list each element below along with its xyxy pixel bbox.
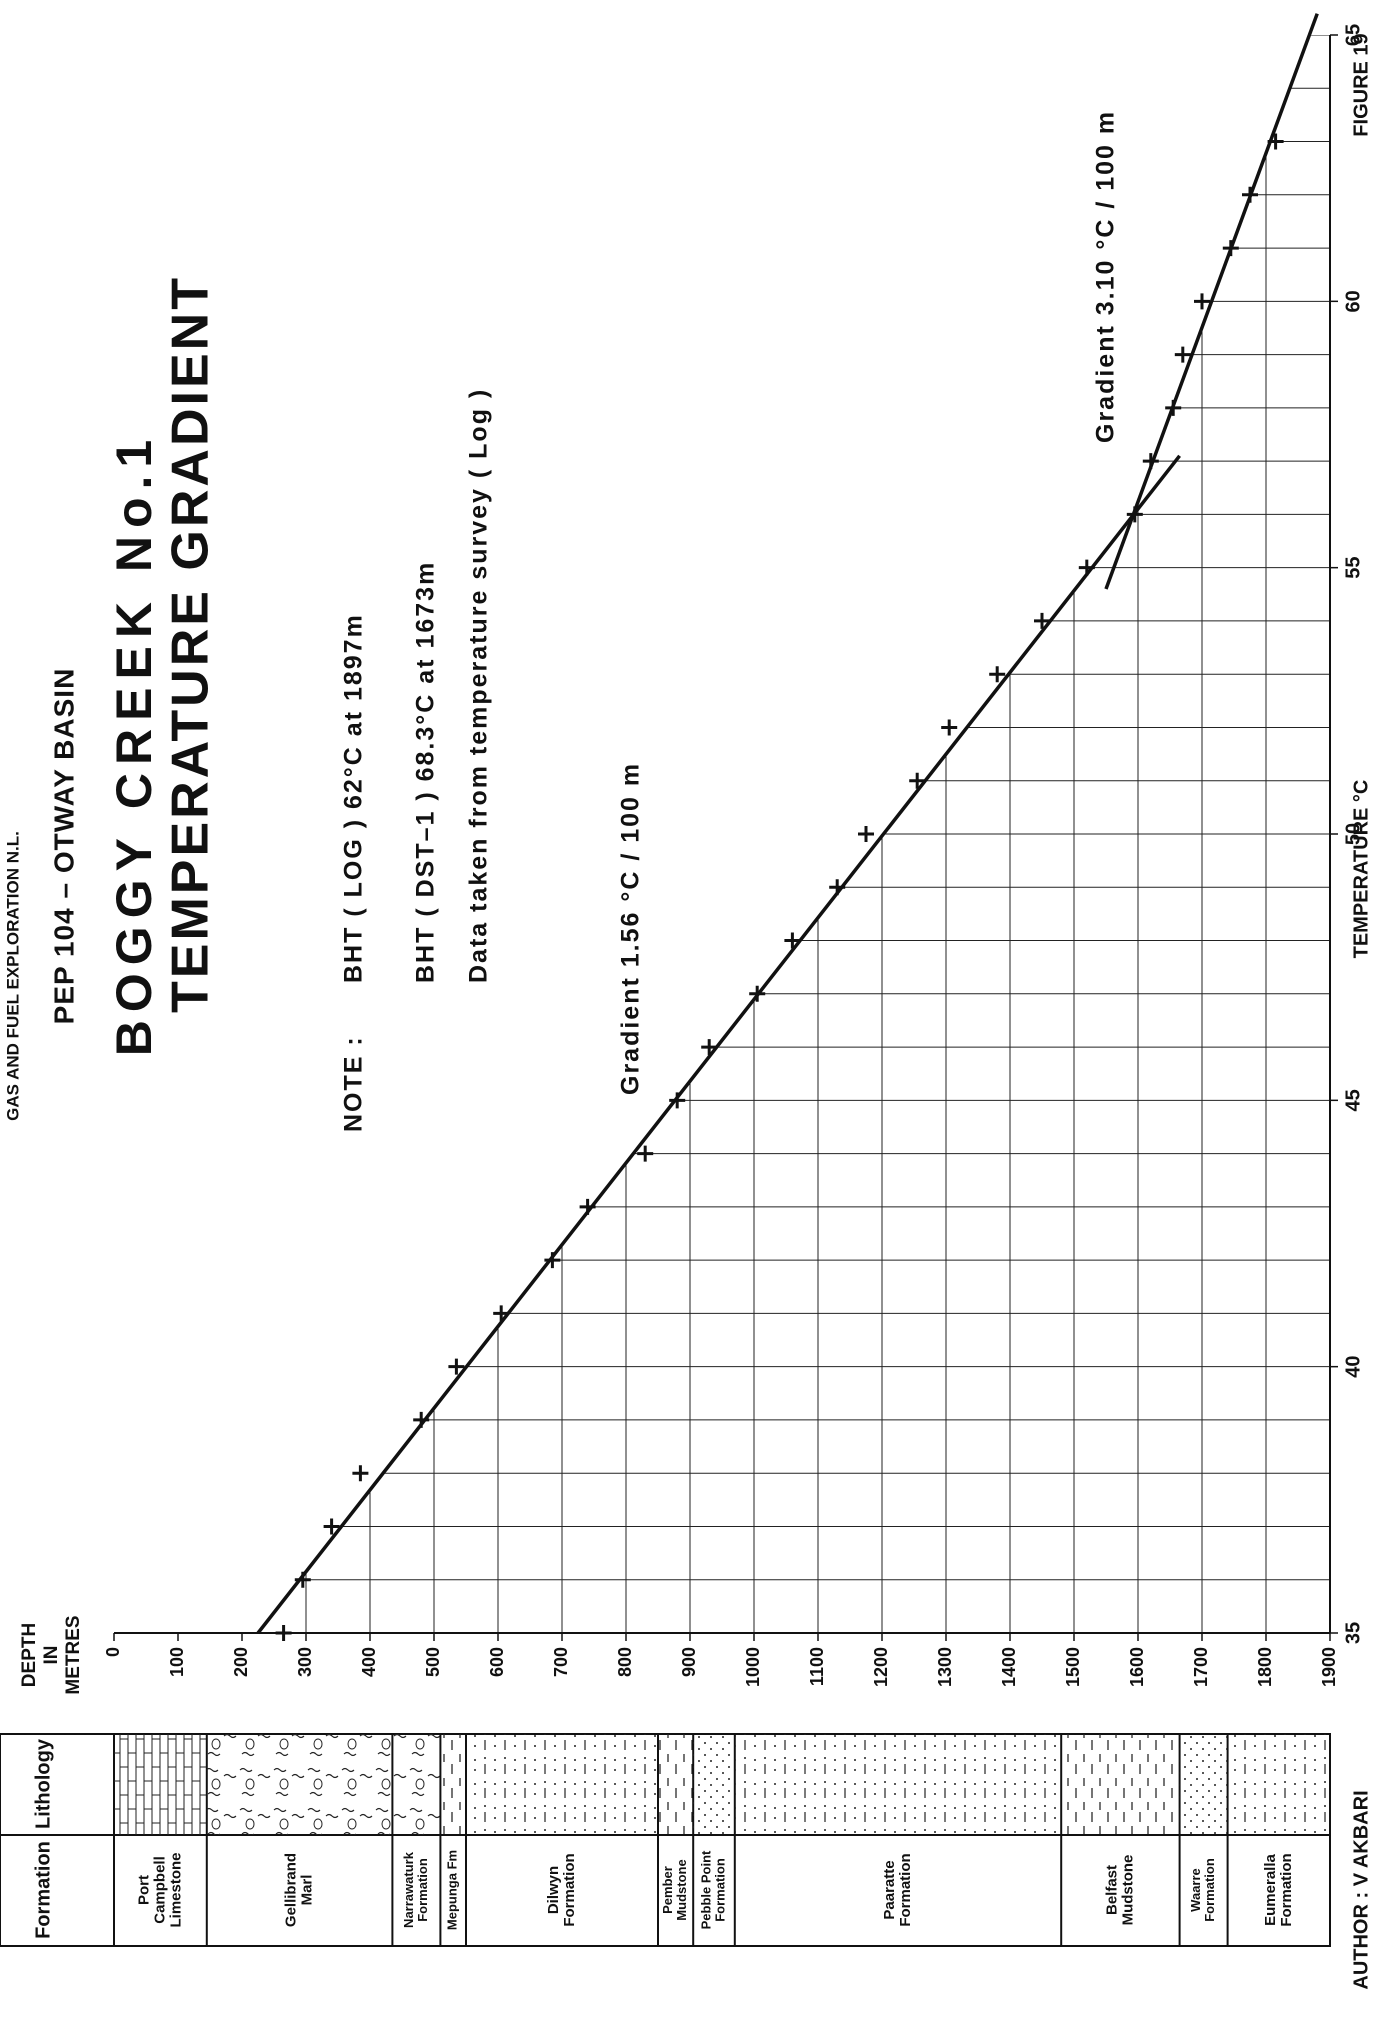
y-axis-title: METRES [63,1615,84,1694]
data-point [580,1199,596,1215]
y-tick-label: 300 [295,1647,315,1677]
column-header: Lithology [32,1738,54,1829]
formation-name: Dilwyn [545,1866,562,1914]
x-tick-label: 50 [1342,823,1364,845]
data-point [1194,293,1210,309]
formation-name: Formation [712,1858,727,1922]
y-tick-label: 700 [551,1647,571,1677]
y-tick-label: 500 [423,1647,443,1677]
chart-title: BOGGY CREEK No.1 [106,432,162,1056]
data-point [1079,560,1095,576]
note: NOTE : [340,1035,368,1132]
lithology-cell [392,1734,440,1835]
y-tick-label: 1900 [1319,1647,1339,1687]
y-tick-label: 1000 [743,1647,763,1687]
lithology-cell [693,1734,735,1835]
formation-name: Formation [415,1858,430,1922]
y-tick-label: 1500 [1063,1647,1083,1687]
lithology-cell [207,1734,393,1835]
note: Data taken from temperature survey ( Log… [465,388,493,983]
formation-name: Pember [660,1866,675,1914]
grid [114,35,1330,1633]
y-tick-label: 100 [167,1647,187,1677]
y-tick-label: 1400 [999,1647,1019,1687]
formation-name: Pebble Point [698,1850,713,1929]
formation-name: Formation [561,1853,578,1926]
formation-name: Mepunga Fm [445,1850,460,1930]
y-tick-label: 1200 [871,1647,891,1687]
x-tick-label: 45 [1342,1089,1364,1111]
lithology-cell [466,1734,658,1835]
y-tick-label: 1100 [807,1647,827,1686]
formation-name: Mudstone [1119,1855,1136,1926]
header: GAS AND FUEL EXPLORATION N.L. [3,831,22,1121]
lithology-cell [735,1734,1061,1835]
plot: 0 100 200 300 400 500 600 700 800 900 1000 1100 1200… [103,14,1365,1687]
x-tick-label: 65 [1342,24,1364,46]
annotation: Gradient 1.56 °C / 100 m [617,762,645,1095]
note: BHT ( LOG ) 62°C at 1897m [340,613,368,983]
lithology-cell [658,1734,693,1835]
formation-name: Formation [1278,1853,1295,1926]
formation-name: Port [135,1875,152,1905]
lithology-cell [114,1734,207,1835]
y-tick-label: 1700 [1191,1647,1211,1687]
y-tick-label: 1300 [935,1647,955,1687]
y-tick-label: 800 [615,1647,635,1677]
formation-name: Paaratte [881,1860,898,1919]
y-axis-title: IN [41,1646,62,1665]
data-point [276,1625,292,1641]
x-tick-label: 35 [1342,1622,1364,1644]
x-axis-title: TEMPERATURE °C [1350,780,1372,959]
figure-label: FIGURE 19 [1350,33,1372,136]
y-tick-label: 600 [487,1647,507,1677]
y-tick-label: 1800 [1255,1647,1275,1687]
formation-name: Formation [1202,1858,1217,1922]
page: {"chart_data": { "type": "scatter", "hea… [0,0,1390,2040]
formation-name: Mudstone [674,1859,689,1920]
chart: GAS AND FUEL EXPLORATION N.L. PEP 104 – … [0,0,1390,2040]
x-tick-label: 55 [1342,557,1364,579]
formation-name: Formation [897,1853,914,1926]
data-point [941,719,957,735]
data-point [493,1305,509,1321]
column-header: Formation [32,1841,54,1939]
data-point [1165,400,1181,416]
data-point [352,1465,368,1481]
y-axis-title: DEPTH [19,1623,40,1687]
subtitle: PEP 104 – OTWAY BASIN [48,668,79,1025]
gradient-line [258,456,1180,1633]
author: AUTHOR : V AKBARI [1350,1790,1372,1989]
lithology-cell [1061,1734,1179,1835]
formation-name: Waarre [1188,1868,1203,1912]
lithology-cell [1180,1734,1228,1835]
y-tick-label: 400 [359,1647,379,1677]
data-point [858,826,874,842]
data-point [829,879,845,895]
y-tick-label: 1600 [1127,1647,1147,1687]
y-tick-label: 900 [679,1647,699,1677]
x-tick-label: 40 [1342,1356,1364,1378]
formation-name: Eumeralla [1262,1853,1279,1925]
rotated-sheet: GAS AND FUEL EXPLORATION N.L. PEP 104 – … [0,14,1372,1990]
lithology-cell [1228,1734,1330,1835]
x-tick-label: 60 [1342,290,1364,312]
annotation: Gradient 3.10 °C / 100 m [1092,110,1120,443]
data-point [784,933,800,949]
y-tick-label: 0 [103,1647,123,1657]
formation-name: Gellibrand [283,1853,300,1927]
data-point [701,1039,717,1055]
formation-name: Limestone [167,1852,184,1927]
formation-name: Campbell [151,1856,168,1924]
lithology-cell [440,1734,466,1835]
y-tick-label: 200 [231,1647,251,1677]
formation-name: Narrawaturk [401,1851,416,1928]
chart-title: TEMPERATURE GRADIENT [162,275,220,1013]
note: BHT ( DST–1 ) 68.3°C at 1673m [412,561,440,983]
data-point [413,1412,429,1428]
data-point [1223,240,1239,256]
formation-name: Belfast [1103,1865,1120,1915]
formation-name: Marl [299,1875,316,1906]
data-point [1242,187,1258,203]
